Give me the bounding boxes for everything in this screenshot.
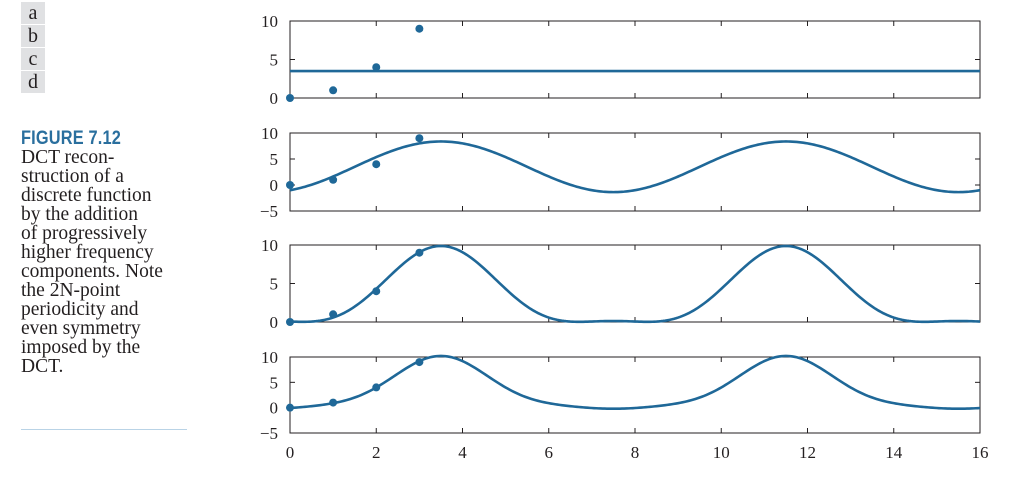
panel-c-ytick-label: 10 [261, 236, 278, 255]
panel-d-ytick-label: 5 [270, 373, 279, 392]
panel-c-sample-point [372, 287, 381, 296]
panel-d-ytick-label: 0 [270, 399, 279, 418]
panel-c-sample-point [286, 318, 294, 326]
panel-b-ytick-label: 0 [270, 176, 279, 195]
panel-a-sample-point [286, 94, 294, 102]
caption-line: the 2N-point [21, 280, 121, 301]
caption-line: of progressively [21, 223, 148, 244]
panel-b-sample-point [286, 181, 294, 189]
caption-line: discrete function [21, 185, 152, 206]
figure-caption: DCT recon- struction of a discrete funct… [21, 147, 191, 377]
panel-b-ytick-label: 5 [270, 150, 279, 169]
panel-b-sample-point [329, 175, 338, 184]
panel-a-ytick-label: 0 [270, 89, 279, 108]
panel-d-ytick-label: 10 [261, 348, 278, 367]
panel-c-ytick-label: 0 [270, 313, 279, 332]
panel-a-sample-point [329, 86, 338, 95]
panel-a-ytick-label: 5 [270, 51, 279, 70]
panel-d-xtick-label: 14 [885, 443, 903, 462]
panel-c-reconstruction-line [289, 244, 981, 324]
panel-b-reconstruction-line [289, 140, 981, 194]
panel-d-sample-point [329, 398, 338, 407]
panel-c-sample-point [415, 248, 424, 257]
caption-line: by the addition [21, 204, 138, 225]
panel-d-sample-point [286, 403, 294, 412]
panel-d-xtick-label: 10 [713, 443, 730, 462]
caption-line: periodicity and [21, 299, 139, 320]
caption-divider [21, 429, 187, 430]
caption-line: DCT recon- [21, 147, 115, 168]
panel-a-sample-point [415, 24, 424, 33]
panel-d-sample-point [415, 358, 424, 367]
panel-d-xtick-label: 0 [286, 443, 295, 462]
panel-b-frame [289, 132, 981, 212]
panel-a-frame [289, 20, 981, 99]
caption-line: components. Note [21, 261, 163, 282]
panel-a-ytick-label: 10 [261, 12, 278, 31]
panel-labels: a b c d [21, 2, 45, 94]
panel-label-d: d [21, 71, 45, 94]
panel-b-sample-point [415, 134, 424, 143]
panel-b-ytick-label: 10 [261, 124, 278, 143]
panel-d-sample-point [372, 383, 381, 392]
caption-line: higher frequency [21, 242, 154, 263]
panel-d-ytick-label: −5 [260, 424, 278, 443]
panel-b-sample-point [372, 160, 381, 169]
panel-label-a: a [21, 2, 45, 25]
figure-title: FIGURE 7.12 [21, 128, 121, 149]
caption-line: DCT. [21, 356, 64, 377]
panel-d-xtick-label: 16 [972, 443, 989, 462]
caption-line: imposed by the [21, 337, 141, 358]
panel-c-ytick-label: 5 [270, 275, 279, 294]
panel-b-ytick-label: −5 [260, 202, 278, 221]
caption-line: struction of a [21, 166, 124, 187]
panel-d-xtick-label: 12 [799, 443, 816, 462]
panel-d-frame [289, 356, 981, 434]
panel-d-xtick-label: 4 [458, 443, 467, 462]
panel-d-xtick-label: 6 [545, 443, 554, 462]
panel-d-xtick-label: 2 [372, 443, 381, 462]
panel-label-c: c [21, 48, 45, 71]
panel-a-sample-point [372, 63, 381, 72]
panel-c-sample-point [329, 310, 338, 319]
caption-line: even symmetry [21, 318, 141, 339]
panel-d-xtick-label: 8 [631, 443, 640, 462]
panel-d-reconstruction-line [289, 354, 981, 411]
panel-label-b: b [21, 25, 45, 48]
